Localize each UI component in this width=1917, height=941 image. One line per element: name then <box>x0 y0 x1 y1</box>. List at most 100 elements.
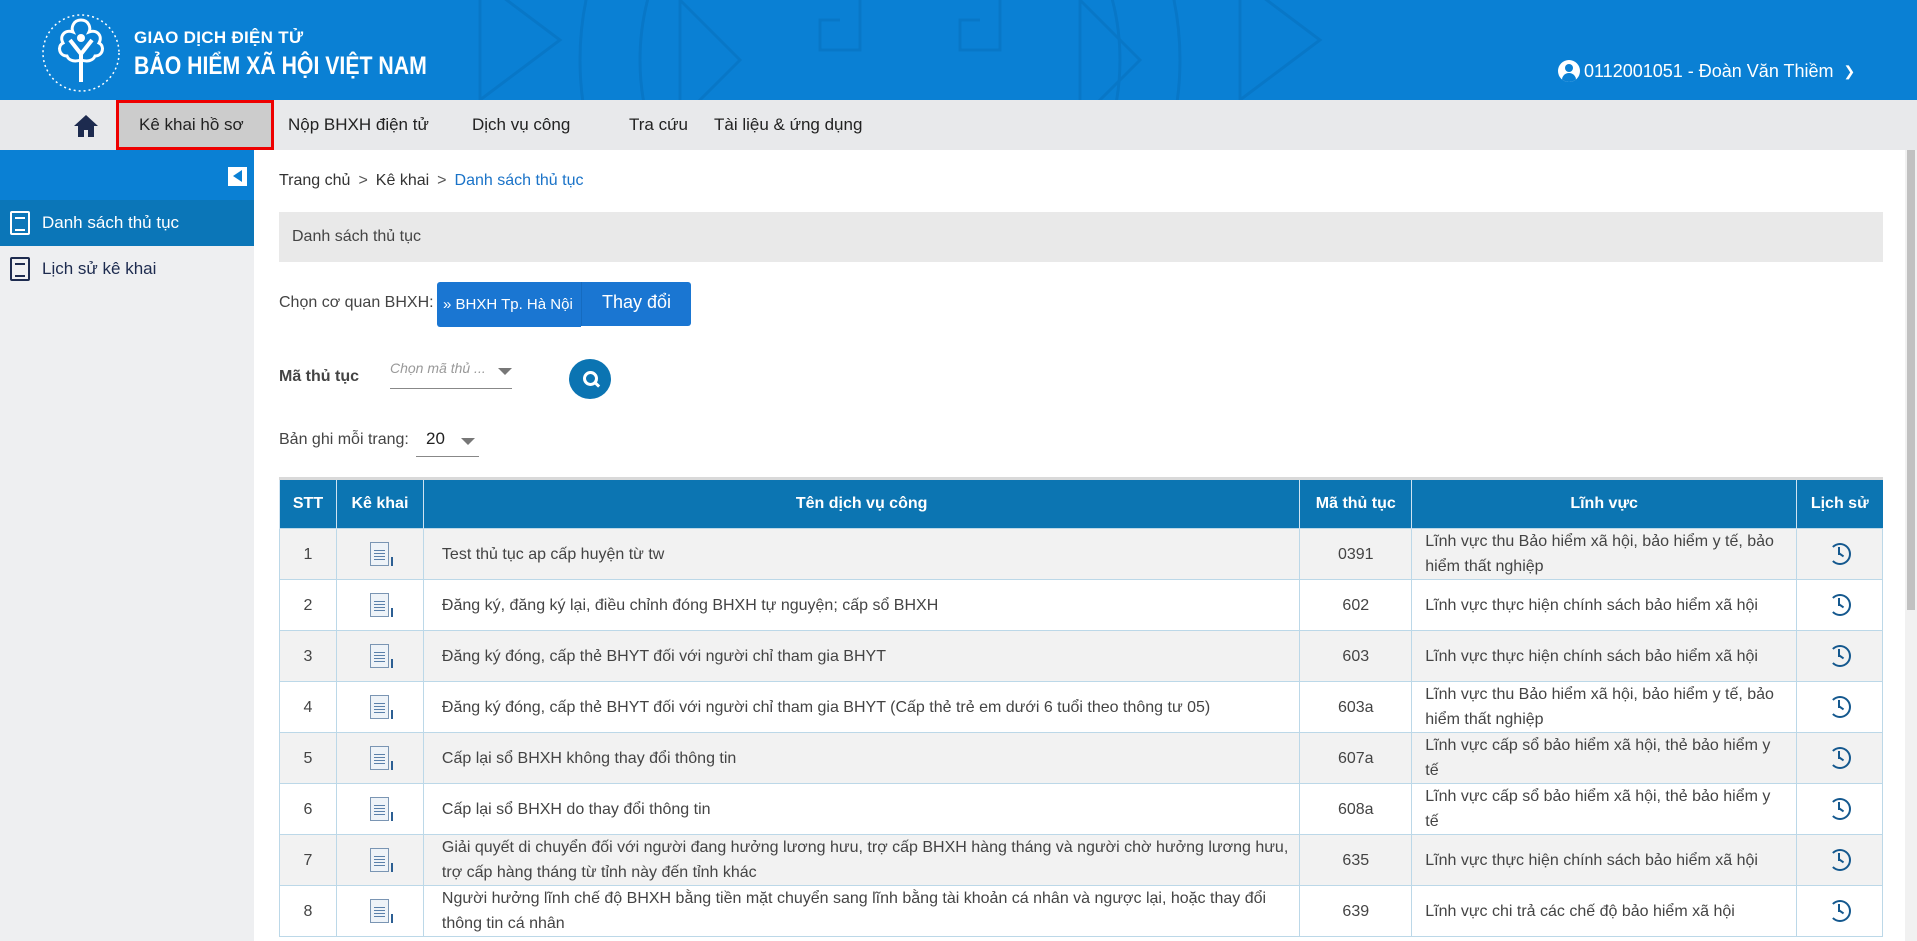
sidebar-item-lich-su[interactable]: Lịch sử kê khai <box>0 246 254 292</box>
sidebar: Danh sách thủ tục Lịch sử kê khai <box>0 150 254 941</box>
code-label: Mã thủ tục <box>279 368 359 385</box>
row-service-name: Đăng ký đóng, cấp thẻ BHYT đối với người… <box>422 681 1301 733</box>
breadcrumb-current: Danh sách thủ tục <box>454 172 584 189</box>
nav-tra-cuu[interactable]: Tra cứu <box>629 115 688 134</box>
row-service-name: Test thủ tục ap cấp huyện từ tw <box>422 528 1301 580</box>
breadcrumb-ke-khai[interactable]: Kê khai <box>375 172 430 189</box>
history-icon[interactable] <box>1828 543 1851 566</box>
row-field: Lĩnh vực thực hiện chính sách bảo hiểm x… <box>1411 579 1797 631</box>
row-code: 0391 <box>1299 528 1413 580</box>
declare-document-icon[interactable] <box>370 593 394 618</box>
row-field: Lĩnh vực chi trả các chế độ bảo hiểm xã … <box>1411 885 1797 937</box>
table-row: 2 Đăng ký, đăng ký lại, điều chỉnh đóng … <box>279 579 1883 631</box>
row-stt: 7 <box>279 834 337 886</box>
page-scrollbar[interactable] <box>1905 150 1917 941</box>
declare-document-icon[interactable] <box>370 644 394 669</box>
row-stt: 1 <box>279 528 337 580</box>
declare-document-icon[interactable] <box>370 746 394 771</box>
breadcrumb: Trang chủ > Kê khai > Danh sách thủ tục <box>279 172 584 189</box>
agency-label: Chọn cơ quan BHXH: <box>279 294 434 311</box>
table-row: 1 Test thủ tục ap cấp huyện từ tw 0391 L… <box>279 528 1883 580</box>
row-service-name: Đăng ký, đăng ký lại, điều chỉnh đóng BH… <box>422 579 1301 631</box>
row-service-name: Cấp lại sổ BHXH không thay đổi thông tin <box>422 732 1301 784</box>
sidebar-item-label: Danh sách thủ tục <box>42 213 180 232</box>
document-history-icon <box>10 257 30 281</box>
table-row: 4 Đăng ký đóng, cấp thẻ BHYT đối với ngư… <box>279 681 1883 733</box>
history-icon[interactable] <box>1828 645 1851 668</box>
double-chevron-icon: » <box>443 296 452 313</box>
col-ten-dich-vu: Tên dịch vụ công <box>422 477 1300 529</box>
user-menu[interactable]: 0112001051 - Đoàn Văn Thiềm ❯ <box>1558 60 1855 82</box>
brand-title: BẢO HIỂM XÃ HỘI VIỆT NAM <box>134 52 427 80</box>
declare-document-icon[interactable] <box>370 695 394 720</box>
row-code: 603 <box>1299 630 1413 682</box>
brand-subtitle: GIAO DỊCH ĐIỆN TỬ <box>134 28 304 47</box>
drum-pattern-decoration <box>478 0 1323 100</box>
change-agency-button[interactable]: Thay đổi <box>581 282 691 326</box>
history-icon[interactable] <box>1828 849 1851 872</box>
sidebar-item-danh-sach[interactable]: Danh sách thủ tục <box>0 200 254 246</box>
history-icon[interactable] <box>1828 747 1851 770</box>
history-icon[interactable] <box>1828 696 1851 719</box>
col-ma-thu-tuc: Mã thủ tục <box>1299 477 1412 529</box>
nav-tai-lieu[interactable]: Tài liệu & ứng dụng <box>714 115 863 134</box>
declare-document-icon[interactable] <box>370 848 394 873</box>
per-page-select[interactable]: 20 <box>416 424 479 457</box>
nav-dich-vu-cong[interactable]: Dịch vụ công <box>472 115 571 134</box>
caret-down-icon <box>461 438 475 445</box>
row-stt: 5 <box>279 732 337 784</box>
table-row: 7 Giải quyết di chuyển đối với người đan… <box>279 834 1883 886</box>
col-stt: STT <box>279 477 337 529</box>
row-field: Lĩnh vực thực hiện chính sách bảo hiểm x… <box>1411 834 1797 886</box>
row-field: Lĩnh vực cấp sổ bảo hiểm xã hội, thẻ bảo… <box>1411 783 1797 835</box>
row-stt: 8 <box>279 885 337 937</box>
agency-value: BHXH Tp. Hà Nội <box>455 296 573 313</box>
site-header: GIAO DỊCH ĐIỆN TỬ BẢO HIỂM XÃ HỘI VIỆT N… <box>0 0 1917 100</box>
row-code: 607a <box>1299 732 1413 784</box>
document-list-icon <box>10 211 30 235</box>
search-button[interactable] <box>569 359 611 399</box>
collapse-sidebar-icon[interactable] <box>228 167 247 186</box>
row-stt: 4 <box>279 681 337 733</box>
row-code: 635 <box>1299 834 1413 886</box>
panel-title: Danh sách thủ tục <box>279 212 1883 262</box>
agency-button[interactable]: » BHXH Tp. Hà Nội <box>437 282 581 327</box>
row-field: Lĩnh vực thực hiện chính sách bảo hiểm x… <box>1411 630 1797 682</box>
history-icon[interactable] <box>1828 900 1851 923</box>
row-service-name: Đăng ký đóng, cấp thẻ BHYT đối với người… <box>422 630 1301 682</box>
row-code: 639 <box>1299 885 1413 937</box>
declare-document-icon[interactable] <box>370 797 394 822</box>
row-code: 608a <box>1299 783 1413 835</box>
col-ke-khai: Kê khai <box>335 477 424 529</box>
row-stt: 6 <box>279 783 337 835</box>
declare-document-icon[interactable] <box>370 542 394 567</box>
main-nav: Kê khai hồ sơ Nộp BHXH điện tử Dịch vụ c… <box>0 100 1917 150</box>
per-page-value: 20 <box>426 429 445 448</box>
col-linh-vuc: Lĩnh vực <box>1411 477 1797 529</box>
history-icon[interactable] <box>1828 798 1851 821</box>
code-select[interactable]: Chọn mã thủ ... <box>390 356 512 389</box>
nav-nop-bhxh[interactable]: Nộp BHXH điện tử <box>288 115 429 134</box>
caret-down-icon <box>498 368 512 375</box>
user-avatar-icon <box>1558 60 1580 82</box>
row-field: Lĩnh vực cấp sổ bảo hiểm xã hội, thẻ bảo… <box>1411 732 1797 784</box>
row-field: Lĩnh vực thu Bảo hiểm xã hội, bảo hiểm y… <box>1411 528 1797 580</box>
bhxh-logo <box>42 14 120 92</box>
table-row: 3 Đăng ký đóng, cấp thẻ BHYT đối với ngư… <box>279 630 1883 682</box>
code-placeholder: Chọn mã thủ ... <box>390 360 486 376</box>
procedures-table: STT Kê khai Tên dịch vụ công Mã thủ tục … <box>279 477 1883 937</box>
table-row: 8 Người hưởng lĩnh chế độ BHXH bằng tiền… <box>279 885 1883 937</box>
row-service-name: Giải quyết di chuyển đối với người đang … <box>422 834 1301 886</box>
row-code: 603a <box>1299 681 1413 733</box>
row-field: Lĩnh vực thu Bảo hiểm xã hội, bảo hiểm y… <box>1411 681 1797 733</box>
row-service-name: Cấp lại sổ BHXH do thay đổi thông tin <box>422 783 1301 835</box>
table-row: 6 Cấp lại sổ BHXH do thay đổi thông tin … <box>279 783 1883 835</box>
chevron-down-icon: ❯ <box>1843 62 1856 79</box>
declare-document-icon[interactable] <box>370 899 394 924</box>
breadcrumb-home[interactable]: Trang chủ <box>279 172 351 189</box>
row-stt: 2 <box>279 579 337 631</box>
col-lich-su: Lịch sử <box>1796 477 1883 529</box>
history-icon[interactable] <box>1828 594 1851 617</box>
home-icon[interactable] <box>72 112 100 140</box>
nav-ke-khai-ho-so[interactable]: Kê khai hồ sơ <box>116 100 274 150</box>
